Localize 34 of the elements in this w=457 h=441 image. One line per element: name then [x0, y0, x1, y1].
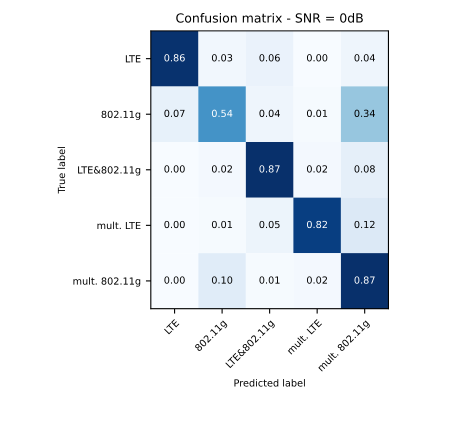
data-label: 0.00 — [164, 220, 185, 228]
data-label: 0.00 — [306, 54, 328, 62]
data-label: 0.00 — [164, 276, 185, 284]
data-label: 0.10 — [212, 276, 232, 284]
y-tick-label: LTE — [126, 55, 140, 62]
data-label: 0.87 — [259, 165, 280, 173]
data-label: 0.01 — [212, 220, 232, 228]
y-axis-title: True label — [58, 147, 66, 194]
data-label: 0.01 — [306, 110, 328, 118]
data-label: 0.06 — [259, 54, 280, 62]
data-label: 0.07 — [164, 110, 185, 118]
data-label: 0.86 — [164, 54, 185, 62]
data-label: 0.02 — [212, 165, 232, 173]
data-label: 0.08 — [354, 165, 375, 173]
data-label: 0.54 — [212, 110, 232, 118]
data-label: 0.05 — [259, 220, 280, 228]
data-label: 0.01 — [259, 276, 280, 284]
chart-title: Confusion matrix - SNR = 0dB — [176, 13, 363, 23]
y-tick-label: mult. 802.11g — [73, 277, 140, 287]
data-label: 0.87 — [354, 276, 375, 284]
x-tick-label: LTE — [164, 319, 180, 334]
data-label: 0.00 — [164, 165, 185, 173]
data-label: 0.12 — [354, 220, 375, 228]
data-label: 0.04 — [259, 110, 280, 118]
x-axis-title: Predicted label — [234, 379, 305, 387]
data-label: 0.82 — [306, 220, 328, 228]
data-label: 0.34 — [354, 110, 375, 118]
y-tick-label: LTE&802.11g — [78, 166, 140, 176]
y-tick-label: 802.11g — [102, 110, 140, 120]
data-label: 0.02 — [306, 276, 328, 284]
data-label: 0.02 — [306, 165, 328, 173]
data-label: 0.04 — [354, 54, 375, 62]
y-tick-label: mult. LTE — [97, 222, 140, 230]
data-label: 0.03 — [212, 54, 232, 62]
